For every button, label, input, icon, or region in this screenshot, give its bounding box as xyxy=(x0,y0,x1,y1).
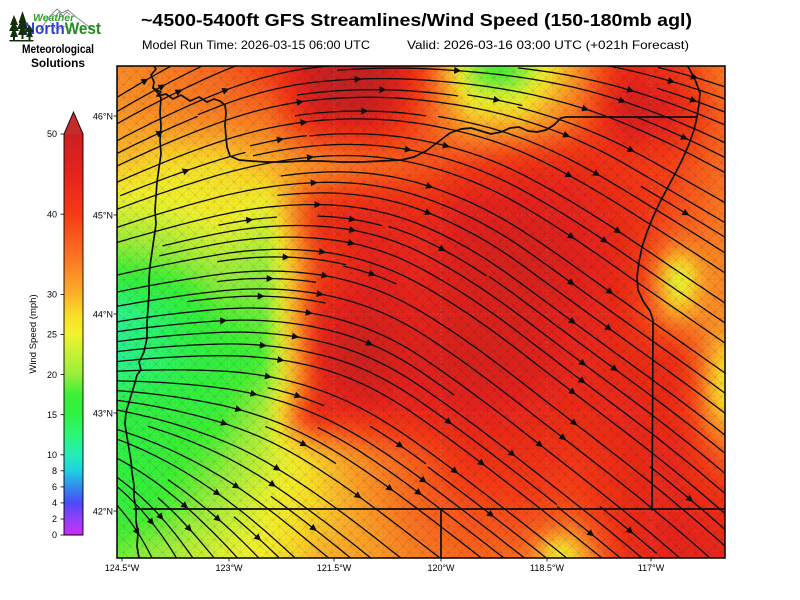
svg-text:4: 4 xyxy=(52,498,57,508)
svg-text:Valid: 2026-03-16 03:00 UTC (: Valid: 2026-03-16 03:00 UTC (+021h Forec… xyxy=(407,38,689,52)
svg-text:NorthWest: NorthWest xyxy=(24,19,101,38)
svg-text:46°N: 46°N xyxy=(93,111,113,121)
svg-text:Solutions: Solutions xyxy=(31,58,85,70)
svg-text:117°W: 117°W xyxy=(638,563,665,573)
svg-text:123°W: 123°W xyxy=(215,563,243,573)
svg-text:10: 10 xyxy=(47,450,57,460)
svg-text:124.5°W: 124.5°W xyxy=(105,563,140,573)
svg-text:45°N: 45°N xyxy=(93,210,113,220)
svg-text:20: 20 xyxy=(47,370,57,380)
svg-text:120°W: 120°W xyxy=(427,563,455,573)
svg-text:121.5°W: 121.5°W xyxy=(317,563,352,573)
svg-text:8: 8 xyxy=(52,466,57,476)
svg-text:42°N: 42°N xyxy=(93,506,113,516)
svg-text:6: 6 xyxy=(52,482,57,492)
svg-text:44°N: 44°N xyxy=(93,309,113,319)
svg-text:Wind Speed (mph): Wind Speed (mph) xyxy=(28,294,39,373)
svg-text:118.5°W: 118.5°W xyxy=(530,563,564,573)
svg-text:15: 15 xyxy=(47,410,57,420)
svg-text:Meteorological: Meteorological xyxy=(22,44,94,56)
svg-text:Model Run Time: 2026-03-15 06:: Model Run Time: 2026-03-15 06:00 UTC xyxy=(142,38,370,52)
svg-text:Weather: Weather xyxy=(33,12,75,24)
svg-text:30: 30 xyxy=(47,290,57,300)
svg-text:2: 2 xyxy=(52,514,57,524)
svg-text:50: 50 xyxy=(47,129,57,139)
svg-text:25: 25 xyxy=(47,330,57,340)
svg-text:40: 40 xyxy=(47,209,57,219)
svg-text:43°N: 43°N xyxy=(93,408,113,418)
svg-text:0: 0 xyxy=(52,530,57,540)
svg-text:~4500-5400ft GFS Streamlines/W: ~4500-5400ft GFS Streamlines/Wind Speed … xyxy=(141,10,692,30)
